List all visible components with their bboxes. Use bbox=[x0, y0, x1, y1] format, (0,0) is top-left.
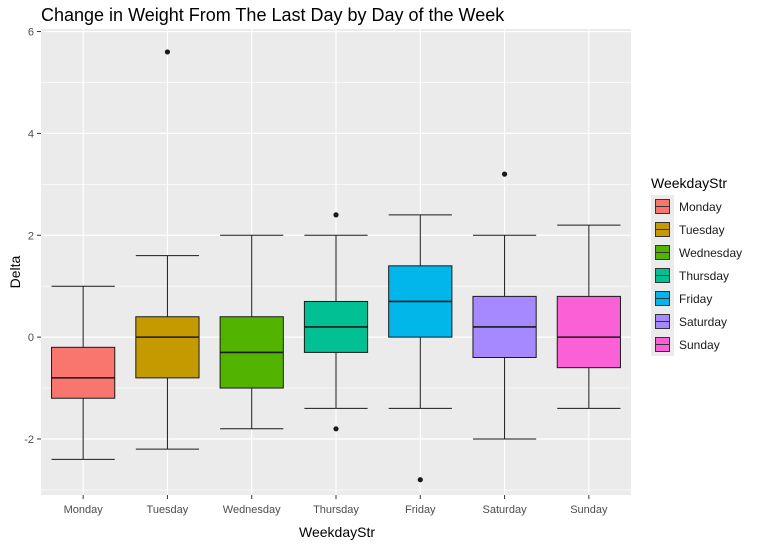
legend-label: Wednesday bbox=[679, 245, 743, 260]
legend-label: Friday bbox=[679, 291, 713, 306]
legend-swatch bbox=[655, 337, 670, 352]
y-tick-label: 4 bbox=[28, 128, 34, 140]
legend-item: Thursday bbox=[651, 264, 742, 287]
outlier-point bbox=[417, 477, 423, 483]
chart-title: Change in Weight From The Last Day by Da… bbox=[41, 5, 505, 25]
legend-item: Tuesday bbox=[651, 218, 742, 241]
outlier-point bbox=[501, 171, 508, 177]
legend-swatch bbox=[655, 291, 670, 306]
legend-key bbox=[651, 310, 674, 333]
y-tick-label: 6 bbox=[28, 27, 34, 39]
legend-swatch bbox=[655, 314, 670, 329]
legend-key bbox=[651, 264, 674, 287]
x-tick-label: Sunday bbox=[570, 504, 608, 516]
x-axis-title: WeekdayStr bbox=[299, 524, 375, 540]
box-sunday bbox=[556, 295, 621, 369]
legend-label: Monday bbox=[679, 199, 722, 214]
box-monday bbox=[51, 346, 116, 399]
legend-key bbox=[651, 287, 674, 310]
legend-swatch bbox=[655, 222, 670, 237]
legend-label: Thursday bbox=[679, 268, 730, 283]
legend-key bbox=[651, 241, 674, 264]
legend-label: Tuesday bbox=[679, 222, 725, 237]
legend-swatch bbox=[655, 199, 670, 214]
y-tick-label: 2 bbox=[28, 230, 34, 242]
legend-item: Wednesday bbox=[651, 241, 742, 264]
y-tick-label: 0 bbox=[28, 332, 34, 344]
y-tick-label: -2 bbox=[24, 434, 34, 446]
x-tick-label: Thursday bbox=[313, 504, 359, 516]
legend-item: Monday bbox=[651, 195, 742, 218]
x-tick-label: Friday bbox=[405, 504, 436, 516]
legend-title: WeekdayStr bbox=[651, 175, 727, 191]
legend-swatch bbox=[655, 245, 670, 260]
legend-items: Monday Tuesday Wednesday Thursday Friday Satu… bbox=[651, 195, 742, 356]
outlier-point bbox=[164, 49, 171, 55]
x-tick-label: Monday bbox=[64, 504, 104, 516]
legend-key bbox=[651, 333, 674, 356]
x-tick-label: Tuesday bbox=[147, 504, 189, 516]
legend-item: Friday bbox=[651, 287, 742, 310]
legend-label: Saturday bbox=[679, 314, 728, 329]
x-tick-label: Saturday bbox=[483, 504, 528, 516]
legend-item: Saturday bbox=[651, 310, 742, 333]
x-tick-label: Wednesday bbox=[223, 504, 281, 516]
outlier-point bbox=[333, 212, 339, 218]
box-tuesday bbox=[135, 316, 200, 379]
legend-label: Sunday bbox=[679, 337, 720, 352]
legend-key bbox=[651, 218, 674, 241]
legend: WeekdayStr Monday Tuesday Wednesday Thursda… bbox=[651, 175, 742, 356]
outlier-point bbox=[333, 426, 339, 432]
legend-key bbox=[651, 195, 674, 218]
legend-item: Sunday bbox=[651, 333, 742, 356]
legend-swatch bbox=[655, 268, 670, 283]
